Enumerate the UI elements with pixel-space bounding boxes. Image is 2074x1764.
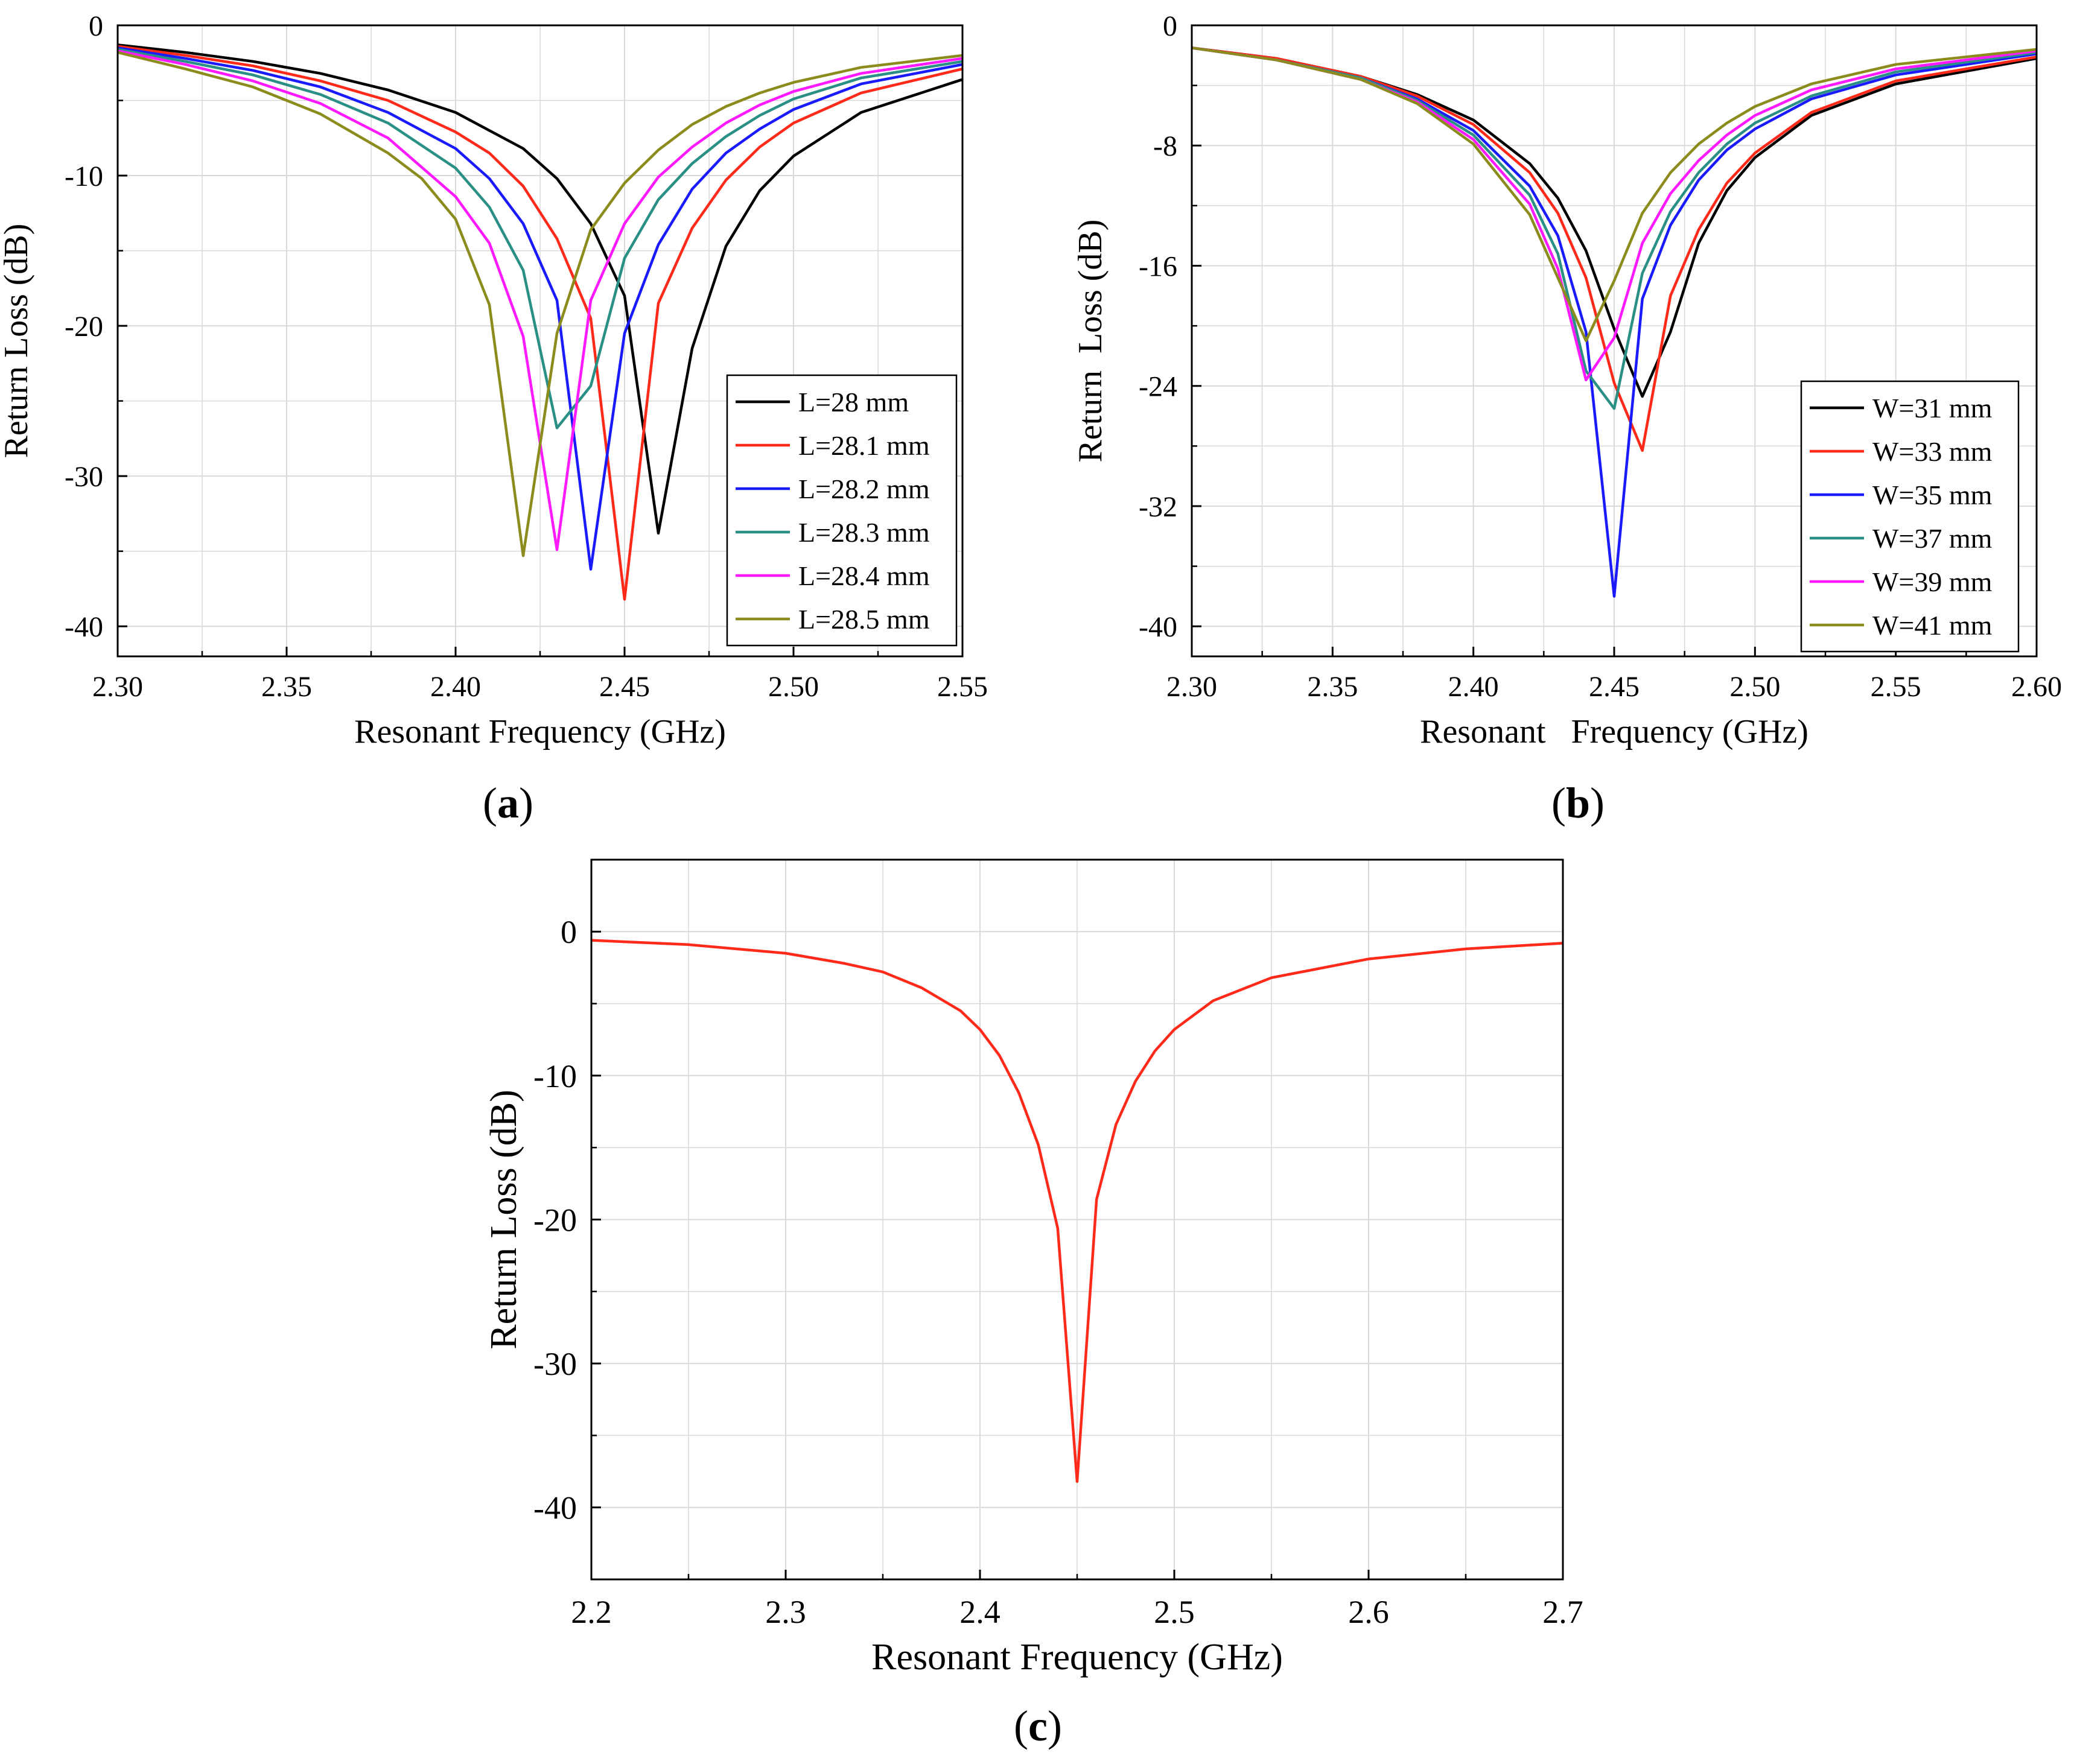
legend-label: W=31 mm bbox=[1872, 393, 1993, 424]
panel-c-chart: 2.2 2.3 2.4 2.5 2.6 2.7 0 -10 -20 -30 -40 Resonant… bbox=[483, 858, 1583, 1678]
y-tick-label: -10 bbox=[533, 1058, 577, 1094]
series-line-6 bbox=[1192, 46, 2037, 343]
panel-c-series bbox=[591, 939, 1563, 1483]
series-line-5 bbox=[118, 49, 962, 551]
y-tick-label: -10 bbox=[65, 160, 103, 192]
x-tick-label: 2.7 bbox=[1542, 1594, 1583, 1630]
legend-label: L=28.2 mm bbox=[798, 474, 930, 504]
panel-b-ticks: 2.30 2.35 2.40 2.45 2.50 2.55 2.60 0 -8 -16 -24 -32… bbox=[1139, 10, 2062, 703]
panel-a-series bbox=[118, 43, 962, 601]
x-tick-label: 2.60 bbox=[2011, 671, 2062, 703]
panel-a-chart: 2.30 2.35 2.40 2.45 2.50 2.55 0 -10 -20 -30 -40 Re… bbox=[0, 10, 988, 750]
panel-b-caption: (b) bbox=[1551, 779, 1605, 827]
series-line-6 bbox=[118, 51, 962, 557]
y-tick-label: -40 bbox=[65, 611, 103, 643]
legend-label: L=28.4 mm bbox=[798, 560, 930, 591]
panel-b-chart: 2.30 2.35 2.40 2.45 2.50 2.55 2.60 0 -8 -16 -24 -32… bbox=[1072, 10, 2062, 750]
panel-b-caption-letter: b bbox=[1566, 779, 1590, 827]
x-tick-label: 2.40 bbox=[1448, 671, 1499, 703]
series-line-1 bbox=[118, 43, 962, 535]
x-tick-label: 2.55 bbox=[937, 671, 988, 703]
y-tick-label: -30 bbox=[65, 461, 103, 493]
panel-b-series bbox=[1192, 46, 2037, 598]
panel-c-caption-letter: c bbox=[1028, 1702, 1048, 1750]
x-tick-label: 2.35 bbox=[1307, 671, 1358, 703]
legend-box bbox=[726, 374, 958, 647]
series-line-4 bbox=[118, 48, 962, 430]
legend-label: W=33 mm bbox=[1872, 436, 1993, 467]
legend-label: L=28.1 mm bbox=[798, 430, 930, 461]
legend-label: W=39 mm bbox=[1872, 566, 1993, 597]
panel-c-caption: (c) bbox=[1014, 1702, 1062, 1750]
x-tick-label: 2.40 bbox=[430, 671, 481, 703]
x-tick-label: 2.55 bbox=[1871, 671, 1921, 703]
x-tick-label: 2.45 bbox=[599, 671, 650, 703]
series-line-2 bbox=[1192, 46, 2037, 452]
series-line-1 bbox=[591, 939, 1563, 1483]
panel-a-ylabel: Return Loss (dB) bbox=[0, 224, 35, 458]
y-tick-label: -40 bbox=[533, 1490, 577, 1526]
y-tick-label: -40 bbox=[1139, 611, 1177, 643]
panel-c-ylabel: Return Loss (dB) bbox=[483, 1090, 524, 1350]
x-tick-label: 2.30 bbox=[1166, 671, 1217, 703]
x-tick-label: 2.6 bbox=[1348, 1594, 1389, 1630]
panel-b-ylabel: Return Loss (dB) bbox=[1072, 220, 1109, 463]
y-tick-label: -24 bbox=[1139, 371, 1177, 403]
x-tick-label: 2.50 bbox=[1729, 671, 1780, 703]
y-tick-label: -20 bbox=[533, 1202, 577, 1238]
legend-box bbox=[1800, 380, 2020, 653]
y-tick-label: -8 bbox=[1153, 130, 1177, 162]
legend-label: W=41 mm bbox=[1872, 610, 1993, 641]
legend-label: W=37 mm bbox=[1872, 523, 1993, 554]
panel-c-xlabel: Resonant Frequency (GHz) bbox=[871, 1637, 1283, 1678]
y-tick-label: 0 bbox=[89, 10, 103, 42]
panel-a-caption-letter: a bbox=[497, 779, 519, 827]
panel-a-xlabel: Resonant Frequency (GHz) bbox=[354, 713, 726, 750]
panel-b-xlabel: Resonant Frequency (GHz) bbox=[1420, 713, 1808, 750]
x-tick-label: 2.50 bbox=[768, 671, 819, 703]
y-tick-label: -20 bbox=[65, 311, 103, 343]
y-tick-label: -30 bbox=[533, 1346, 577, 1382]
legend-label: L=28.5 mm bbox=[798, 604, 930, 635]
x-tick-label: 2.2 bbox=[571, 1594, 612, 1630]
series-line-4 bbox=[1192, 46, 2037, 410]
panel-c-ticks: 2.2 2.3 2.4 2.5 2.6 2.7 0 -10 -20 -30 -40 bbox=[533, 858, 1583, 1630]
legend-label: L=28.3 mm bbox=[798, 517, 930, 548]
legend-label: W=35 mm bbox=[1872, 480, 1993, 510]
panel-b-legend: W=31 mm W=33 mm W=35 mm W=37 mm W=39 mm W=41 … bbox=[1800, 380, 2020, 653]
y-tick-label: 0 bbox=[1163, 10, 1177, 42]
y-tick-label: -16 bbox=[1139, 250, 1177, 282]
legend-label: L=28 mm bbox=[798, 387, 909, 417]
x-tick-label: 2.30 bbox=[92, 671, 143, 703]
panel-a-caption: (a) bbox=[483, 779, 533, 827]
x-tick-label: 2.3 bbox=[765, 1594, 806, 1630]
x-tick-label: 2.4 bbox=[959, 1594, 1000, 1630]
x-tick-label: 2.5 bbox=[1154, 1594, 1195, 1630]
y-tick-label: -32 bbox=[1139, 491, 1177, 523]
x-tick-label: 2.35 bbox=[261, 671, 312, 703]
y-tick-label: 0 bbox=[561, 914, 577, 950]
x-tick-label: 2.45 bbox=[1589, 671, 1640, 703]
panel-a-ticks: 2.30 2.35 2.40 2.45 2.50 2.55 0 -10 -20 -30 -40 bbox=[65, 10, 988, 703]
panel-a-legend: L=28 mm L=28.1 mm L=28.2 mm L=28.3 mm L=28.4… bbox=[726, 374, 958, 647]
